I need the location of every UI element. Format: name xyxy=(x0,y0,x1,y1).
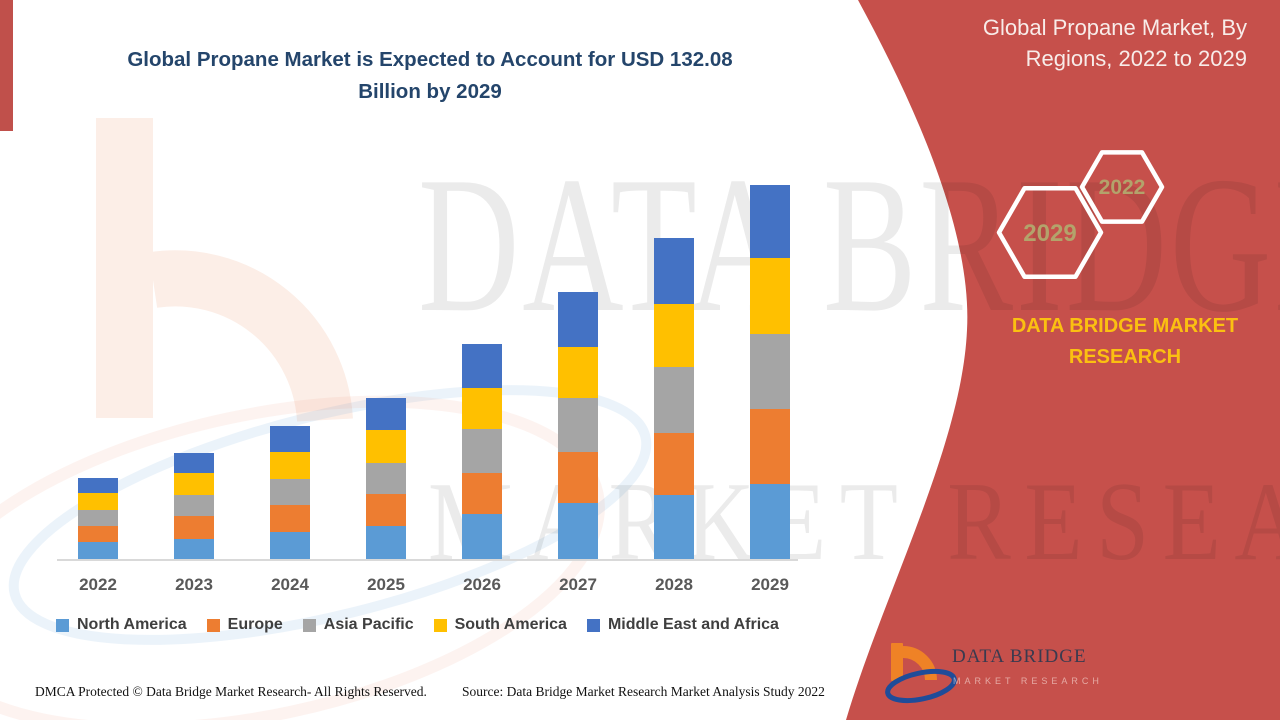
bar-2026-south-america xyxy=(462,387,502,430)
bar-2023-middle-east-and-africa xyxy=(174,452,214,473)
b-watermark-icon xyxy=(96,118,353,423)
legend-item-asia-pacific: Asia Pacific xyxy=(302,616,414,634)
bar-2026-asia-pacific xyxy=(462,429,502,473)
bar-2023-south-america xyxy=(174,472,214,495)
logo-swoosh-icon xyxy=(885,668,957,704)
x-axis-label-2025: 2025 xyxy=(367,575,405,594)
bar-2029-south-america xyxy=(750,257,790,334)
bar-2027-europe xyxy=(558,451,598,503)
blue-swoosh-watermark-icon xyxy=(8,385,652,645)
legend-swatch-icon xyxy=(433,618,447,632)
x-axis-label-2026: 2026 xyxy=(463,575,501,594)
bar-2026-europe xyxy=(462,472,502,514)
legend-item-north-america: North America xyxy=(56,616,187,634)
bar-2029-middle-east-and-africa xyxy=(750,184,790,258)
bar-2026-north-america xyxy=(462,514,502,559)
legend-item-south-america: South America xyxy=(433,616,567,634)
legend-label: North America xyxy=(77,616,187,633)
x-axis-label-2023: 2023 xyxy=(175,575,213,594)
bar-2024-asia-pacific xyxy=(270,479,310,506)
x-axis-label-2028: 2028 xyxy=(655,575,693,594)
bar-2027-asia-pacific xyxy=(558,397,598,452)
chart-title-line1: Global Propane Market is Expected to Acc… xyxy=(127,48,733,71)
bar-2022-asia-pacific xyxy=(78,509,118,526)
source-text: Source: Data Bridge Market Research Mark… xyxy=(462,684,825,699)
brand-wordmark: DATA BRIDGE MARKET RESEARCH xyxy=(980,311,1270,373)
logo-mark xyxy=(885,643,957,704)
x-axis-label-2022: 2022 xyxy=(79,575,117,594)
bar-2024-south-america xyxy=(270,452,310,480)
bar-2024-europe xyxy=(270,505,310,533)
legend-item-europe: Europe xyxy=(206,616,283,634)
bar-2022-europe xyxy=(78,525,118,543)
legend-item-middle-east-and-africa: Middle East and Africa xyxy=(586,616,779,634)
bar-2025-north-america xyxy=(366,525,406,559)
bar-2025-south-america xyxy=(366,429,406,463)
legend-label: Asia Pacific xyxy=(323,616,414,633)
bar-2023-north-america xyxy=(174,538,214,559)
legend-label: South America xyxy=(454,616,567,633)
bar-2023-asia-pacific xyxy=(174,494,214,516)
bar-2029-asia-pacific xyxy=(750,333,790,409)
bar-2025-asia-pacific xyxy=(366,462,406,494)
dmca-text: DMCA Protected © Data Bridge Market Rese… xyxy=(35,684,427,699)
corner-accent-bar xyxy=(0,0,13,131)
side-panel-title: Global Propane Market, By Regions, 2022 … xyxy=(983,12,1247,74)
logo-name-text: DATA BRIDGE xyxy=(952,646,1087,667)
side-panel-title-line2: Regions, 2022 to 2029 xyxy=(1025,46,1247,71)
bar-2026-middle-east-and-africa xyxy=(462,344,502,388)
logo-tagline-text: MARKET RESEARCH xyxy=(953,676,1103,686)
legend-swatch-icon xyxy=(56,618,69,632)
x-axis-label-2024: 2024 xyxy=(271,575,309,594)
chart-title: Global Propane Market is Expected to Acc… xyxy=(60,44,800,108)
bar-2029-europe xyxy=(750,408,790,484)
hexagon-2022-label: 2022 xyxy=(1099,176,1146,199)
bar-2027-middle-east-and-africa xyxy=(558,292,598,347)
bar-2027-south-america xyxy=(558,346,598,398)
bar-2028-middle-east-and-africa xyxy=(654,238,694,305)
brand-wordmark-line1: DATA BRIDGE MARKET xyxy=(1011,315,1239,337)
bar-2023-europe xyxy=(174,516,214,539)
bar-2028-europe xyxy=(654,433,694,495)
legend-label: Europe xyxy=(227,616,283,633)
bar-2025-middle-east-and-africa xyxy=(366,397,406,430)
bar-2027-north-america xyxy=(558,502,598,559)
brand-wordmark-line2: RESEARCH xyxy=(1068,346,1182,368)
bar-2029-north-america xyxy=(750,484,790,559)
chart-legend: North America Europe Asia Pacific South Ame… xyxy=(56,616,779,634)
bar-2022-south-america xyxy=(78,492,118,510)
chart-title-line2: Billion by 2029 xyxy=(358,80,502,103)
legend-swatch-icon xyxy=(206,618,220,632)
x-axis-label-2029: 2029 xyxy=(751,575,789,594)
side-panel-title-line1: Global Propane Market, By xyxy=(982,15,1247,40)
bar-2022-north-america xyxy=(78,542,118,559)
bar-2024-north-america xyxy=(270,532,310,559)
legend-swatch-icon xyxy=(302,618,316,632)
bar-2028-south-america xyxy=(654,304,694,367)
bar-2028-north-america xyxy=(654,495,694,559)
bar-2024-middle-east-and-africa xyxy=(270,426,310,453)
x-axis-line xyxy=(57,559,798,561)
hexagon-2022-icon xyxy=(1079,150,1165,224)
hexagon-2029-icon xyxy=(996,186,1104,279)
bar-2025-europe xyxy=(366,493,406,526)
bar-2022-middle-east-and-africa xyxy=(78,477,118,493)
hexagon-2029-label: 2029 xyxy=(1023,220,1076,247)
x-axis-label-2027: 2027 xyxy=(559,575,597,594)
logo-b-icon xyxy=(891,643,937,681)
hexagon-badges: 2029 2022 xyxy=(996,150,1165,279)
legend-swatch-icon xyxy=(586,618,600,632)
bar-2028-asia-pacific xyxy=(654,366,694,433)
legend-label: Middle East and Africa xyxy=(607,616,779,633)
